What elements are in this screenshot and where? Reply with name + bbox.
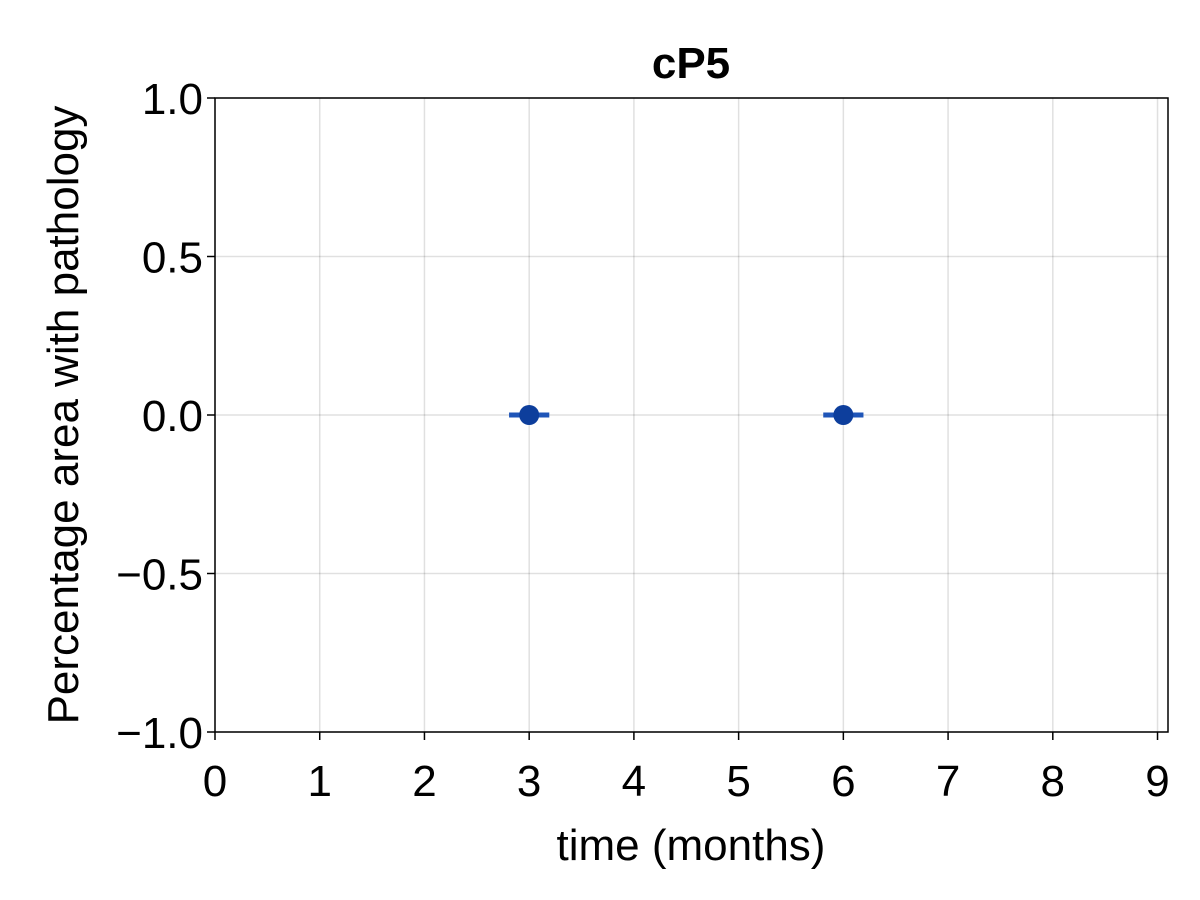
y-tick-label: −0.5 (116, 551, 203, 600)
chart-title: cP5 (652, 39, 730, 88)
y-axis-label: Percentage area with pathology (39, 106, 88, 725)
x-axis-label: time (months) (557, 821, 826, 870)
x-tick-label: 4 (622, 757, 646, 806)
data-point (519, 405, 540, 425)
y-tick-label: 0.0 (142, 392, 203, 441)
y-tick-label: 1.0 (142, 75, 203, 124)
x-tick-label: 2 (412, 757, 436, 806)
x-tick-label: 9 (1145, 757, 1169, 806)
data-marks (509, 405, 864, 425)
x-tick-label: 5 (726, 757, 750, 806)
x-tick-label: 0 (203, 757, 227, 806)
x-tick-label: 3 (517, 757, 541, 806)
data-point (833, 405, 854, 425)
y-tick-label: 0.5 (142, 234, 203, 283)
ticks: 0 1 2 3 4 5 6 7 8 9 −1.0 −0.5 0.0 0.5 1.0 (116, 75, 1170, 806)
x-tick-label: 7 (936, 757, 960, 806)
x-tick-label: 1 (307, 757, 331, 806)
x-tick-label: 6 (831, 757, 855, 806)
y-tick-label: −1.0 (116, 709, 203, 758)
x-tick-label: 8 (1041, 757, 1065, 806)
grid (214, 97, 1168, 733)
